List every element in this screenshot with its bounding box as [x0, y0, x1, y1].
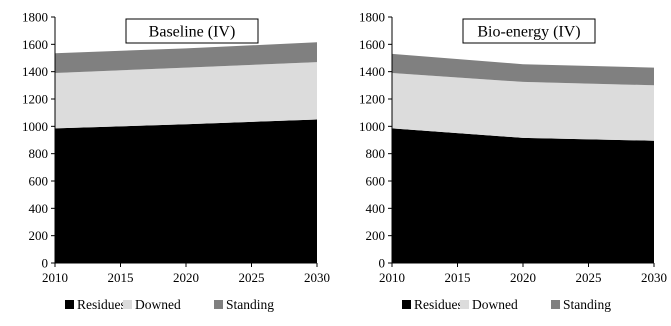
legend-swatch-residues: [65, 300, 74, 309]
chart-legend-2: Residues Downed Standing: [402, 297, 611, 312]
y-tick-label: 400: [29, 201, 49, 216]
y-tick-label: 1800: [22, 10, 48, 25]
chart-panel-2: 0 200 400 600 800 1000 1200 1400 1600 1800 2010 201…: [359, 10, 667, 286]
x-tick-label: 2015: [108, 270, 134, 285]
chart-legend-1: Residues Downed Standing: [65, 297, 274, 312]
y-tick-label: 1400: [22, 64, 48, 79]
area-residues: [392, 128, 654, 263]
y-tick-label: 0: [379, 256, 386, 271]
legend-label-downed: Downed: [135, 297, 181, 312]
x-tick-label: 2010: [42, 270, 68, 285]
y-tick-label: 1200: [22, 92, 48, 107]
chart-title: Baseline (IV): [149, 24, 236, 41]
y-tick-label: 1000: [22, 119, 48, 134]
x-tick-label: 2025: [576, 270, 602, 285]
y-tick-label: 200: [366, 228, 386, 243]
x-tick-label: 2020: [173, 270, 199, 285]
y-tick-label: 200: [29, 228, 49, 243]
x-tick-label: 2030: [304, 270, 330, 285]
y-tick-label: 1800: [359, 10, 385, 25]
legend-swatch-downed: [460, 300, 469, 309]
area-downed: [55, 62, 317, 129]
y-tick-label: 600: [29, 174, 49, 189]
y-tick-label: 400: [366, 201, 386, 216]
legend-swatch-residues: [402, 300, 411, 309]
legend-swatch-standing: [214, 300, 223, 309]
area-standing: [55, 42, 317, 73]
x-tick-label: 2010: [379, 270, 405, 285]
chart-panel-1: 0 200 400 600 800 1000 1200 1400 1600 1800 2010 201…: [22, 10, 330, 286]
legend-swatch-downed: [123, 300, 132, 309]
legend-swatch-standing: [551, 300, 560, 309]
chart-title: Bio-energy (IV): [477, 24, 580, 41]
legend-label-downed: Downed: [472, 297, 518, 312]
x-tick-label: 2015: [445, 270, 471, 285]
legend-label-residues: Residues: [77, 297, 126, 312]
chart-title-box: [125, 18, 259, 44]
y-tick-label: 1200: [359, 92, 385, 107]
y-tick-label: 1600: [359, 37, 385, 52]
y-tick-label: 1600: [22, 37, 48, 52]
y-tick-label: 1400: [359, 64, 385, 79]
y-tick-label: 800: [29, 146, 49, 161]
chart-title-box: [462, 18, 596, 44]
y-tick-label: 800: [366, 146, 386, 161]
area-downed: [392, 73, 654, 141]
area-standing: [392, 53, 654, 86]
area-residues: [55, 119, 317, 263]
legend-label-residues: Residues: [414, 297, 463, 312]
y-tick-label: 0: [42, 256, 49, 271]
y-tick-label: 600: [366, 174, 386, 189]
x-tick-label: 2030: [641, 270, 667, 285]
x-tick-label: 2025: [239, 270, 265, 285]
x-tick-label: 2020: [510, 270, 536, 285]
y-tick-label: 1000: [359, 119, 385, 134]
legend-label-standing: Standing: [226, 297, 274, 312]
legend-label-standing: Standing: [563, 297, 611, 312]
